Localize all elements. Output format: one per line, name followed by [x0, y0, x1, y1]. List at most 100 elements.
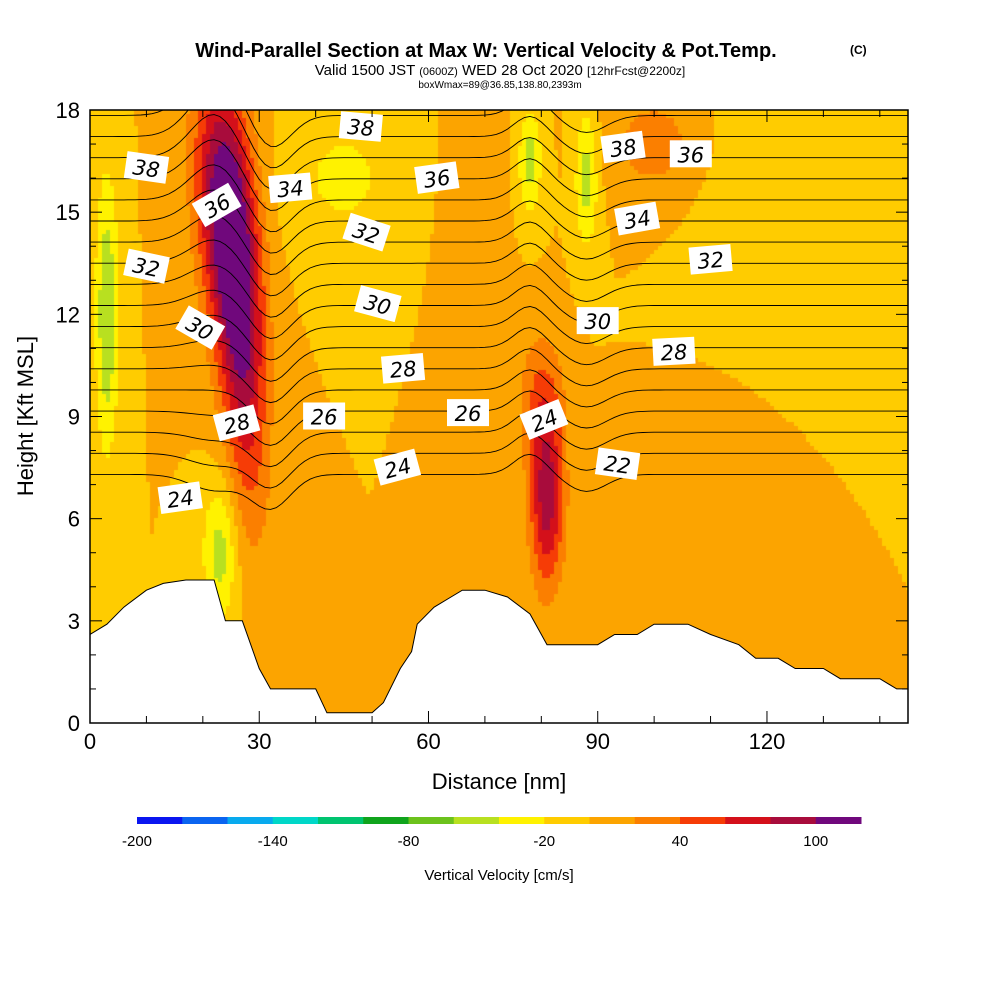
colorbar-swatch [182, 817, 228, 824]
theta-contour-31 [90, 263, 908, 318]
colorbar-swatch [634, 817, 681, 824]
x-tick-label: 30 [247, 729, 271, 754]
colorbar: -200 -140 -80 -20 40 100 [122, 817, 862, 850]
subtitle-date: WED 28 Oct 2020 [462, 62, 583, 79]
theta-contour-35 [90, 164, 908, 233]
colorbar-swatch [363, 817, 409, 824]
subtitle-zulu: (0600Z) [419, 66, 458, 78]
contour-label: 26 [447, 399, 489, 427]
x-tick-label: 60 [416, 729, 440, 754]
y-tick-label: 18 [56, 98, 80, 123]
theta-contour-29 [90, 306, 908, 361]
colorbar-tick-label: 40 [672, 833, 689, 850]
contour-label-text: 22 [602, 451, 632, 478]
contour-label: 28 [212, 404, 261, 442]
contour-label-text: 38 [346, 115, 375, 141]
contour-label: 28 [652, 336, 696, 366]
theta-contour-30 [90, 284, 908, 339]
colorbar-tick-label: 100 [803, 833, 828, 850]
colorbar-swatch [453, 817, 500, 824]
contour-label-text: 28 [389, 357, 418, 383]
colorbar-tick-label: -80 [398, 833, 420, 850]
contour-label-text: 30 [584, 310, 611, 334]
theta-contour-39 [90, 110, 908, 147]
contour-label: 32 [123, 248, 170, 284]
contour-label-text: 38 [608, 135, 638, 162]
colorbar-swatch [770, 817, 817, 824]
colorbar-swatch [680, 817, 726, 824]
colorbar-swatch [272, 817, 319, 824]
colorbar-swatch [137, 817, 183, 824]
contour-label: 34 [268, 172, 313, 204]
x-tick-label: 120 [749, 729, 786, 754]
theta-contour-36 [90, 139, 908, 211]
colorbar-swatch [318, 817, 364, 824]
x-axis-label: Distance [nm] [432, 769, 567, 794]
contour-label-text: 34 [622, 206, 652, 234]
contour-label-text: 32 [131, 253, 162, 282]
y-tick-label: 6 [68, 507, 80, 532]
contour-label: 24 [373, 448, 422, 486]
subtitle-fcst: [12hrFcst@2200z] [587, 64, 685, 78]
x-tick-label: 90 [585, 729, 609, 754]
colorbar-swatch [499, 817, 545, 824]
contour-label: 38 [123, 151, 170, 184]
contour-label: 24 [519, 399, 569, 440]
terrain [90, 579, 908, 723]
copyright-mark: (C) [850, 43, 867, 57]
contour-label: 32 [342, 212, 391, 252]
contour-label-text: 36 [677, 143, 704, 167]
contour-label-text: 26 [311, 406, 338, 430]
contour-label: 38 [600, 130, 646, 164]
colorbar-label: Vertical Velocity [cm/s] [424, 867, 573, 884]
theta-contour-33 [90, 214, 908, 275]
colorbar-swatch [815, 817, 862, 824]
plot-area [90, 110, 908, 723]
theta-contour-32 [90, 239, 908, 297]
colorbar-swatch [589, 817, 636, 824]
colorbar-tick-label: -20 [533, 833, 555, 850]
contour-label-text: 24 [166, 485, 196, 512]
contour-label-text: 36 [422, 165, 452, 192]
theta-contour-28 [90, 327, 908, 382]
y-tick-label: 15 [56, 200, 80, 225]
theta-contour-38 [90, 110, 908, 169]
chart-subtitle-box: boxWmax=89@36.85,138.80,2393m [418, 80, 581, 91]
contour-label-text: 38 [131, 155, 161, 182]
subtitle-valid: Valid 1500 JST [315, 62, 415, 79]
y-tick-label: 12 [56, 302, 80, 327]
contour-label: 26 [303, 402, 346, 430]
theta-contour-24 [90, 411, 908, 468]
colorbar-tick-label: -200 [122, 833, 152, 850]
contour-label-text: 28 [660, 340, 688, 365]
colorbar-tick-label: -140 [258, 833, 288, 850]
contour-label: 36 [669, 140, 712, 168]
colorbar-swatch [227, 817, 274, 824]
theta-contour-22 [90, 453, 908, 510]
chart-title: Wind-Parallel Section at Max W: Vertical… [195, 40, 776, 62]
contour-label-text: 32 [696, 248, 725, 274]
y-tick-label: 9 [68, 405, 80, 430]
theta-contour-37 [90, 114, 908, 190]
contour-label: 22 [594, 447, 641, 480]
chart-subtitle: Valid 1500 JST (0600Z) WED 28 Oct 2020 [… [315, 62, 686, 79]
contour-label-text: 34 [276, 176, 305, 202]
y-tick-label: 3 [68, 609, 80, 634]
theta-contour-26 [90, 369, 908, 425]
y-tick-label: 0 [68, 711, 80, 736]
contour-label: 24 [157, 481, 203, 514]
x-axis: 0 30 60 90 120 [84, 110, 881, 754]
contour-label: 36 [414, 161, 460, 194]
theta-contour-23 [90, 432, 908, 489]
contour-label: 34 [614, 201, 661, 236]
contour-label-text: 26 [455, 402, 482, 426]
theta-contour-27 [90, 348, 908, 404]
contour-label: 32 [688, 244, 733, 275]
y-axis-label: Height [Kft MSL] [13, 336, 38, 496]
contour-label: 30 [576, 307, 619, 335]
colorbar-swatch [544, 817, 590, 824]
contour-label: 28 [380, 353, 426, 384]
